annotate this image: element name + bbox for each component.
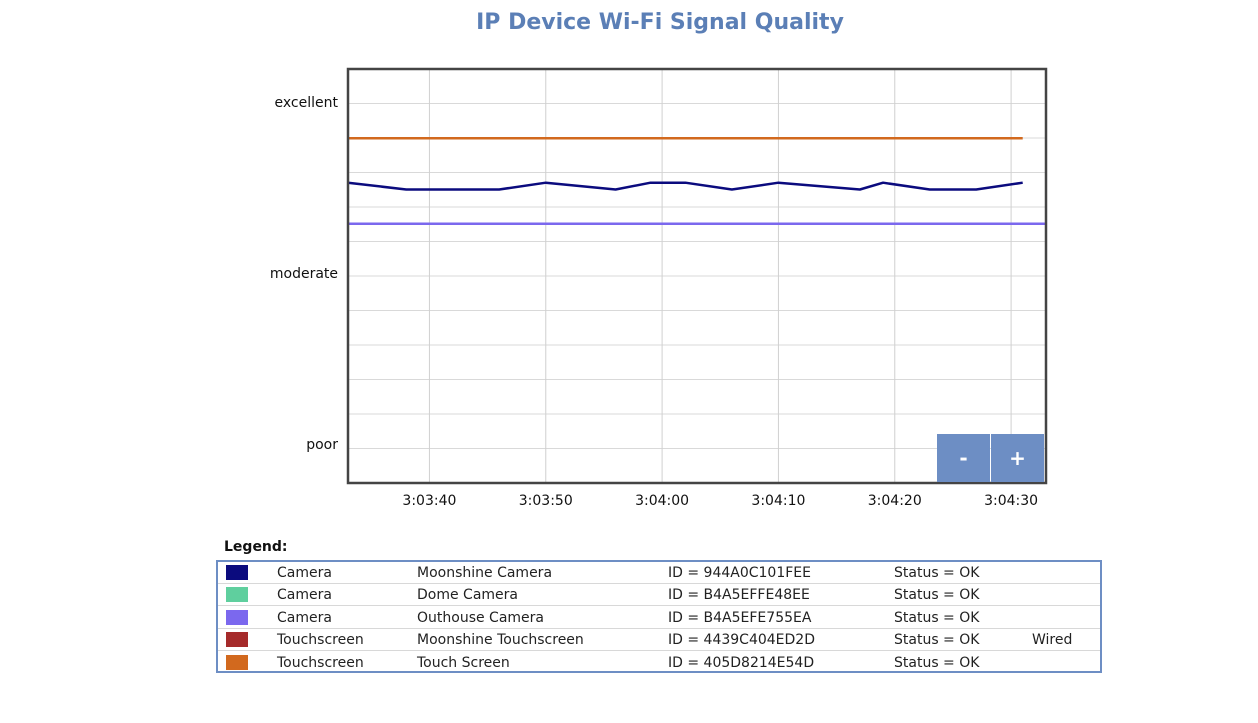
- plot-border: [346, 67, 1048, 485]
- legend-device-id: ID = 944A0C101FEE: [668, 565, 811, 581]
- legend-device-id: ID = 405D8214E54D: [668, 654, 815, 671]
- legend-swatch: [226, 587, 248, 603]
- legend-device-type: Touchscreen: [277, 632, 364, 649]
- legend-device-type: Camera: [277, 565, 332, 581]
- legend-row: Camera Dome Camera ID = B4A5EFFE48EE Status…: [218, 584, 1100, 607]
- x-tick-label: 3:03:40: [402, 493, 457, 509]
- legend-device-status: Status = OK: [894, 654, 980, 671]
- legend-device-type: Camera: [277, 609, 332, 626]
- legend-device-status: Status = OK: [894, 565, 980, 581]
- legend-title: Legend:: [224, 539, 288, 555]
- legend-device-name: Touch Screen: [417, 654, 510, 671]
- x-tick-label: 3:03:50: [518, 493, 573, 509]
- legend-device-id: ID = B4A5EFE755EA: [668, 609, 812, 626]
- legend-device-type: Camera: [277, 587, 332, 604]
- zoom-out-button[interactable]: -: [937, 434, 990, 482]
- legend-swatch: [226, 609, 248, 625]
- legend-device-status: Status = OK: [894, 587, 980, 604]
- legend-device-name: Moonshine Camera: [417, 565, 553, 581]
- legend-device-name: Outhouse Camera: [417, 609, 544, 626]
- legend-swatch: [226, 565, 248, 580]
- legend-device-status: Status = OK: [894, 609, 980, 626]
- legend-device-id: ID = 4439C404ED2D: [668, 632, 815, 649]
- legend: Camera Moonshine Camera ID = 944A0C101FEE S…: [216, 560, 1102, 673]
- legend-swatch: [226, 632, 248, 648]
- legend-row: Camera Moonshine Camera ID = 944A0C101FEE S…: [218, 562, 1100, 584]
- y-tick-label: moderate: [269, 266, 338, 282]
- legend-device-id: ID = B4A5EFFE48EE: [668, 587, 810, 604]
- legend-row: Touchscreen Moonshine Touchscreen ID = 443…: [218, 629, 1100, 652]
- x-tick-label: 3:04:20: [867, 493, 922, 509]
- legend-row: Touchscreen Touch Screen ID = 405D8214E54D…: [218, 652, 1100, 674]
- legend-device-name: Moonshine Touchscreen: [417, 632, 584, 649]
- x-tick-label: 3:04:10: [751, 493, 806, 509]
- legend-swatch: [226, 654, 248, 670]
- x-tick-label: 3:04:00: [635, 493, 690, 509]
- chart-title: IP Device Wi-Fi Signal Quality: [476, 10, 844, 35]
- legend-device-type: Touchscreen: [277, 654, 364, 671]
- legend-row: Camera Outhouse Camera ID = B4A5EFE755EA St…: [218, 607, 1100, 629]
- zoom-in-button[interactable]: +: [991, 434, 1044, 482]
- y-tick-label: excellent: [274, 95, 338, 111]
- series-line-moonshine-camera: [347, 181, 1023, 191]
- legend-device-name: Dome Camera: [417, 587, 518, 604]
- legend-device-status: Status = OK: [894, 632, 980, 649]
- legend-device-extra: Wired: [1032, 632, 1073, 649]
- y-tick-label: poor: [306, 437, 338, 453]
- x-tick-label: 3:04:30: [984, 493, 1039, 509]
